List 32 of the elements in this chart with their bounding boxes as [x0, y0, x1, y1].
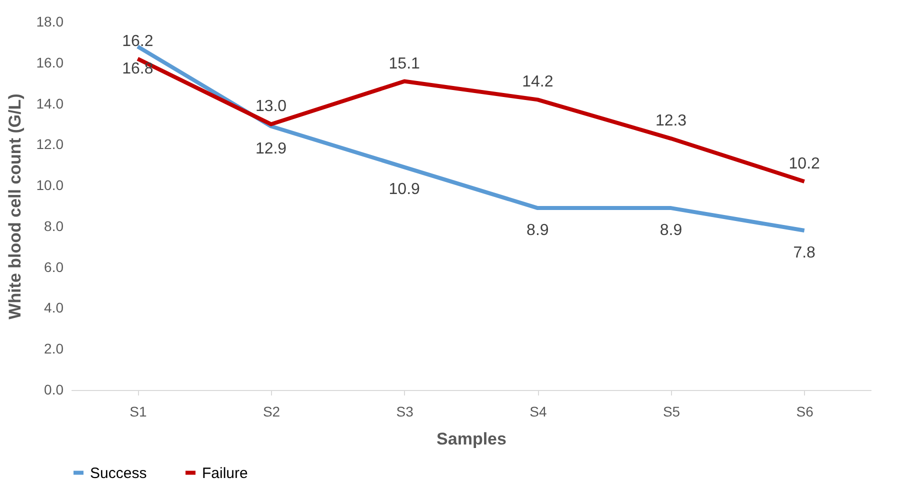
data-label: 15.1 [388, 55, 420, 72]
y-tick-label: 0.0 [44, 382, 64, 398]
data-label: 8.9 [660, 222, 682, 240]
data-label: 16.2 [122, 32, 154, 50]
data-label: 8.9 [526, 222, 549, 240]
y-axis-title: White blood cell count (G/L) [5, 94, 24, 320]
x-tick-label: S5 [662, 404, 680, 420]
y-tick-label: 14.0 [36, 95, 64, 112]
x-tick-label: S1 [130, 404, 147, 420]
data-label: 7.8 [793, 244, 816, 262]
legend-label: Success [90, 464, 147, 482]
x-tick-label: S6 [796, 404, 814, 420]
y-tick-label: 10.0 [36, 177, 64, 194]
y-tick-label: 12.0 [36, 136, 64, 152]
data-label: 12.9 [255, 140, 287, 158]
x-tick-label: S2 [262, 404, 280, 420]
legend-label: Failure [202, 464, 248, 482]
x-tick-label: S4 [530, 404, 547, 420]
y-tick-label: 4.0 [44, 300, 64, 316]
y-tick-label: 8.0 [44, 218, 64, 234]
y-tick-label: 6.0 [44, 258, 64, 275]
data-label: 10.9 [388, 181, 420, 198]
y-tick-label: 2.0 [44, 340, 64, 357]
data-label: 14.2 [522, 74, 554, 91]
data-label: 12.3 [655, 112, 687, 130]
x-axis-title: Samples [436, 430, 506, 448]
data-label: 10.2 [788, 155, 820, 172]
y-tick-label: 18.0 [36, 14, 64, 30]
data-label: 16.8 [122, 60, 154, 78]
x-tick-label: S3 [396, 404, 414, 420]
y-tick-label: 16.0 [36, 54, 64, 70]
data-label: 13.0 [255, 98, 287, 116]
